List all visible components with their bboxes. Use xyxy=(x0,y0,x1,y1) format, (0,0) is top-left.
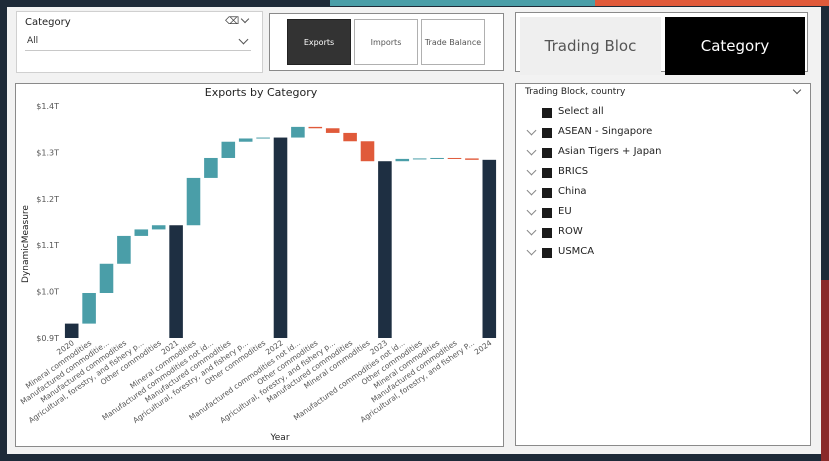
trading-block-item-label: ASEAN - Singapore xyxy=(558,126,653,137)
trading-block-item[interactable]: EU xyxy=(516,205,806,220)
trading-block-item-label: ROW xyxy=(558,226,583,237)
y-tick-label: $1.1T xyxy=(36,241,59,250)
waterfall-bar-increase[interactable] xyxy=(151,225,166,230)
trading-block-item[interactable]: Asian Tigers + Japan xyxy=(516,145,806,160)
eraser-icon[interactable]: ⌫ xyxy=(225,16,240,27)
trading-block-item-label: BRICS xyxy=(558,166,589,177)
exports-button[interactable]: Exports xyxy=(287,19,351,65)
waterfall-bar-decrease[interactable] xyxy=(308,126,323,129)
trading-block-item[interactable]: BRICS xyxy=(516,165,806,180)
trading-block-item-label: USMCA xyxy=(558,246,595,257)
waterfall-bar-increase[interactable] xyxy=(256,137,270,139)
expand-chevron-icon[interactable] xyxy=(526,245,537,256)
waterfall-bar-increase[interactable] xyxy=(204,157,218,178)
waterfall-bar-increase[interactable] xyxy=(99,263,114,293)
report-canvas: Category ⌫ All Exports Imports Trade Bal… xyxy=(7,7,821,454)
checkbox-icon[interactable] xyxy=(542,148,552,158)
trading-block-item-label: China xyxy=(558,186,587,197)
trading-block-item-label: EU xyxy=(558,206,572,217)
waterfall-bar-decrease[interactable] xyxy=(465,158,479,160)
top-accent-strip-teal xyxy=(330,0,595,6)
waterfall-bar-total[interactable] xyxy=(482,159,497,338)
x-axis-label: Year xyxy=(269,433,289,443)
expand-chevron-icon[interactable] xyxy=(526,145,537,156)
expand-chevron-icon[interactable] xyxy=(526,225,537,236)
waterfall-bar-increase[interactable] xyxy=(238,138,253,142)
category-dropdown[interactable]: All xyxy=(25,34,251,51)
trading-block-item[interactable]: Select all xyxy=(516,106,806,120)
trading-block-item[interactable]: ASEAN - Singapore xyxy=(516,125,806,140)
waterfall-bar-increase[interactable] xyxy=(186,177,201,226)
y-tick-label: $0.9T xyxy=(36,334,59,343)
waterfall-bar-increase[interactable] xyxy=(117,235,131,264)
checkbox-icon[interactable] xyxy=(542,168,552,178)
waterfall-bar-decrease[interactable] xyxy=(325,128,340,133)
waterfall-bar-increase[interactable] xyxy=(412,158,427,160)
trading-block-item[interactable]: China xyxy=(516,185,806,200)
category-slicer: Category ⌫ All xyxy=(16,11,263,73)
y-axis-ticks: $0.9T $1.0T $1.1T $1.2T $1.3T $1.4T xyxy=(36,102,59,343)
trading-block-item-label: Asian Tigers + Japan xyxy=(558,146,662,157)
measure-button-group: Exports Imports Trade Balance xyxy=(269,13,504,71)
category-slicer-title: Category xyxy=(25,17,71,28)
trading-block-item[interactable]: ROW xyxy=(516,225,806,240)
y-tick-label: $1.4T xyxy=(36,102,59,111)
expand-chevron-icon[interactable] xyxy=(526,125,537,136)
slicer-collapse-chevron-icon[interactable] xyxy=(792,85,802,95)
chart-title: Exports by Category xyxy=(205,86,318,99)
waterfall-bar-increase[interactable] xyxy=(221,141,236,158)
checkbox-icon[interactable] xyxy=(542,228,552,238)
trading-bloc-toggle[interactable]: Trading Bloc xyxy=(520,17,661,75)
y-tick-label: $1.0T xyxy=(36,288,59,297)
checkbox-icon[interactable] xyxy=(542,248,552,258)
waterfall-bars xyxy=(64,126,497,338)
waterfall-bar-decrease[interactable] xyxy=(343,132,357,142)
expand-chevron-icon[interactable] xyxy=(526,205,537,216)
expand-chevron-icon[interactable] xyxy=(526,165,537,176)
waterfall-bar-increase[interactable] xyxy=(395,158,410,162)
exports-chart-panel: Exports by Category DynamicMeasure Year … xyxy=(15,83,504,447)
trading-block-item-label: Select all xyxy=(558,106,604,117)
y-tick-label: $1.2T xyxy=(36,195,59,204)
trading-block-header: Trading Block, country xyxy=(525,87,626,97)
trade-balance-button[interactable]: Trade Balance xyxy=(421,19,485,65)
trading-block-slicer: Trading Block, country Select all ASEAN -… xyxy=(515,83,811,446)
waterfall-bar-total[interactable] xyxy=(273,137,288,338)
chevron-down-icon[interactable] xyxy=(240,14,250,24)
expand-chevron-icon[interactable] xyxy=(526,185,537,196)
category-toggle[interactable]: Category xyxy=(665,17,805,75)
dropdown-chevron-icon xyxy=(238,34,249,45)
right-accent-strip xyxy=(821,280,829,461)
checkbox-icon[interactable] xyxy=(542,128,552,138)
x-tick-label: 2024 xyxy=(473,338,494,356)
waterfall-chart: Exports by Category DynamicMeasure Year … xyxy=(19,86,497,443)
waterfall-bar-total[interactable] xyxy=(169,225,183,338)
waterfall-bar-decrease[interactable] xyxy=(360,141,375,162)
y-tick-label: $1.3T xyxy=(36,148,59,157)
waterfall-bar-total[interactable] xyxy=(64,323,79,338)
imports-button[interactable]: Imports xyxy=(354,19,418,65)
waterfall-bar-increase[interactable] xyxy=(430,157,444,159)
checkbox-icon[interactable] xyxy=(542,208,552,218)
waterfall-bar-increase[interactable] xyxy=(134,229,149,236)
checkbox-icon[interactable] xyxy=(542,188,552,198)
checkbox-icon[interactable] xyxy=(542,108,552,118)
y-axis-label: DynamicMeasure xyxy=(21,205,31,283)
waterfall-bar-increase[interactable] xyxy=(291,126,305,138)
waterfall-bar-increase[interactable] xyxy=(82,292,96,324)
waterfall-bar-decrease[interactable] xyxy=(447,157,462,159)
view-toggle: Trading Bloc Category xyxy=(515,12,808,75)
category-dropdown-value: All xyxy=(27,36,39,46)
top-accent-strip-orange xyxy=(595,0,829,6)
trading-block-item[interactable]: USMCA xyxy=(516,245,806,260)
waterfall-bar-total[interactable] xyxy=(378,161,392,338)
